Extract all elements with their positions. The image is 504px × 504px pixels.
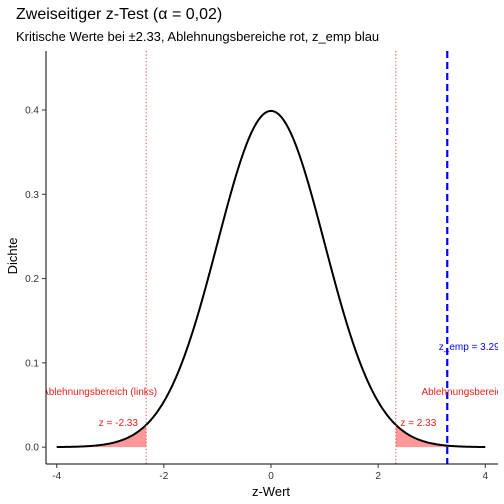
rejection-area-right [395, 424, 486, 448]
y-tick-label: 0.2 [25, 274, 39, 285]
y-tick-label: 0.1 [25, 358, 39, 369]
annotation-1: Ablehnungsbereich (rechts) [421, 387, 504, 398]
axis-ticks: -4 -2 0 2 4 0.0 0.1 0.2 0.3 0.4 [25, 106, 488, 483]
y-axis-title: Dichte [5, 238, 20, 275]
y-tick-label: 0.4 [25, 106, 39, 117]
density-curve [56, 109, 486, 449]
annotation-3: z = 2.33 [400, 418, 436, 429]
x-tick-label: 4 [483, 471, 489, 482]
x-tick-label: -4 [52, 471, 61, 482]
y-tick-label: 0.0 [25, 443, 39, 454]
x-tick-label: -2 [159, 471, 168, 482]
x-tick-label: 2 [375, 471, 381, 482]
annotation-4: z_emp = 3.29 [439, 342, 500, 353]
chart-title: Zweiseitiger z-Test (α = 0,02) [16, 6, 222, 23]
rejection-area-left [56, 424, 147, 448]
annotation-0: Ablehnungsbereich (links) [42, 387, 157, 398]
plot-area: Ablehnungsbereich (links) Ablehnungsberei… [42, 51, 504, 464]
annotation-2: z = -2.33 [99, 418, 139, 429]
x-axis-title: z-Wert [252, 484, 290, 499]
x-tick-label: 0 [268, 471, 274, 482]
chart-subtitle: Kritische Werte bei ±2.33, Ablehnungsber… [16, 29, 379, 44]
y-tick-label: 0.3 [25, 190, 39, 201]
